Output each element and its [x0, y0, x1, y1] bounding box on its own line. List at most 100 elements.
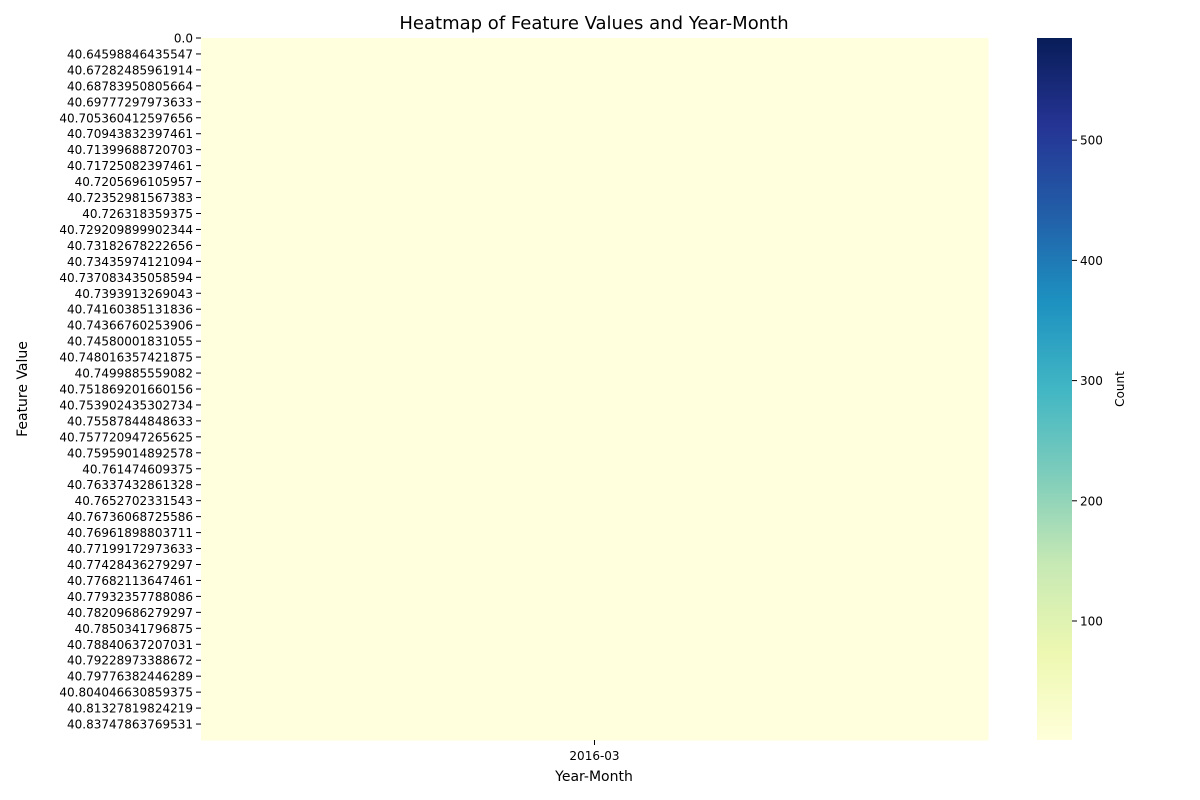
heatmap-cell: [201, 500, 989, 518]
heatmap-cell: [201, 580, 989, 597]
y-tick-label: 40.73182678222656: [67, 239, 193, 253]
x-tick-label: 2016-03: [569, 749, 619, 763]
heatmap-cell: [201, 484, 989, 502]
y-tick-label: 40.77932357788086: [67, 590, 193, 604]
heatmap-cell: [201, 548, 989, 565]
heatmap-cell: [201, 325, 989, 342]
heatmap-cell: [201, 341, 989, 358]
y-tick-label: 40.78840637207031: [67, 638, 193, 652]
y-tick-label: 40.78209686279297: [67, 606, 193, 620]
y-tick-label: 40.64598846435547: [67, 47, 193, 61]
heatmap-cell: [201, 261, 989, 278]
heatmap-cell: [201, 404, 989, 422]
y-tick-label: 40.748016357421875: [59, 351, 193, 365]
y-tick-label: 40.79228973388672: [67, 654, 193, 668]
colorbar-tick-label: 500: [1080, 134, 1103, 148]
heatmap-cell: [201, 38, 989, 55]
heatmap-cell: [201, 628, 989, 645]
y-tick-label: 40.71399688720703: [67, 143, 193, 157]
heatmap-cell: [201, 293, 989, 310]
heatmap-cell: [201, 708, 989, 725]
y-tick-label: 40.7652702331543: [75, 494, 193, 508]
y-tick-label: 40.729209899902344: [59, 223, 193, 237]
heatmap-cell: [201, 468, 989, 486]
y-tick-label: 40.751869201660156: [59, 383, 193, 397]
heatmap-cell: [201, 436, 989, 454]
heatmap-cell: [201, 676, 989, 693]
heatmap-cell: [201, 53, 989, 71]
y-tick-label: 40.77682113647461: [67, 574, 193, 588]
y-tick-label: 40.726318359375: [82, 207, 193, 221]
y-tick-label: 0.0: [174, 32, 193, 46]
heatmap-cell: [201, 181, 989, 199]
y-tick-label: 40.83747863769531: [67, 718, 193, 732]
y-tick-label: 40.79776382446289: [67, 670, 193, 684]
y-tick-label: 40.804046630859375: [59, 686, 193, 700]
heatmap-cells: [201, 38, 989, 741]
y-tick-label: 40.737083435058594: [59, 271, 193, 285]
colorbar: [1037, 38, 1072, 740]
y-tick-label: 40.76961898803711: [67, 526, 193, 540]
y-axis-label: Feature Value: [15, 341, 31, 437]
y-axis-ticks: 0.040.64598846435547 40.67282485961914 40.…: [59, 32, 201, 732]
y-tick-label: 40.73435974121094: [67, 255, 193, 269]
y-tick-label: 40.757720947265625: [59, 430, 193, 444]
y-tick-label: 40.67282485961914: [67, 63, 193, 77]
colorbar-ticks: 100 200 300 400 500: [1072, 134, 1103, 628]
y-tick-label: 40.7850341796875: [75, 622, 193, 636]
heatmap-cell: [201, 309, 989, 326]
y-tick-label: 40.76337432861328: [67, 478, 193, 492]
y-tick-label: 40.705360412597656: [59, 111, 193, 125]
chart-title: Heatmap of Feature Values and Year-Month: [399, 13, 788, 34]
heatmap-cell: [201, 389, 989, 406]
heatmap-cell: [201, 420, 989, 438]
y-tick-label: 40.68783950805664: [67, 79, 193, 93]
y-tick-label: 40.69777297973633: [67, 95, 193, 109]
heatmap-cell: [201, 452, 989, 470]
heatmap-cell: [201, 149, 989, 167]
colorbar-tick-label: 100: [1080, 614, 1103, 628]
heatmap-cell: [201, 133, 989, 151]
y-tick-label: 40.81327819824219: [67, 702, 193, 716]
heatmap-cell: [201, 85, 989, 103]
colorbar-label: Count: [1113, 371, 1127, 407]
heatmap-cell: [201, 660, 989, 677]
colorbar-tick-label: 200: [1080, 494, 1103, 508]
y-tick-label: 40.72352981567383: [67, 191, 193, 205]
y-tick-label: 40.70943832397461: [67, 127, 193, 141]
x-axis-label: Year-Month: [554, 769, 633, 785]
y-tick-label: 40.77428436279297: [67, 558, 193, 572]
heatmap-cell: [201, 516, 989, 534]
heatmap-cell: [201, 564, 989, 581]
y-tick-label: 40.761474609375: [82, 462, 193, 476]
heatmap-cell: [201, 277, 989, 294]
y-tick-label: 40.74160385131836: [67, 303, 193, 317]
y-tick-label: 40.76736068725586: [67, 510, 193, 524]
heatmap-cell: [201, 213, 989, 230]
heatmap-cell: [201, 724, 989, 741]
heatmap-cell: [201, 101, 989, 119]
heatmap-cell: [201, 117, 989, 135]
y-tick-label: 40.7393913269043: [75, 287, 193, 301]
heatmap-cell: [201, 229, 989, 246]
y-tick-label: 40.75959014892578: [67, 446, 193, 460]
heatmap-cell: [201, 357, 989, 374]
y-tick-label: 40.77199172973633: [67, 542, 193, 556]
heatmap-cell: [201, 373, 989, 390]
heatmap-cell: [201, 532, 989, 550]
colorbar-tick-label: 300: [1080, 374, 1103, 388]
heatmap-cell: [201, 245, 989, 262]
y-tick-label: 40.7499885559082: [75, 367, 193, 381]
colorbar-tick-label: 400: [1080, 254, 1103, 268]
heatmap-cell: [201, 644, 989, 661]
heatmap-cell: [201, 197, 989, 214]
y-tick-label: 40.71725082397461: [67, 159, 193, 173]
y-tick-label: 40.7205696105957: [75, 175, 193, 189]
heatmap-cell: [201, 69, 989, 87]
y-tick-label: 40.74580001831055: [67, 335, 193, 349]
heatmap-cell: [201, 692, 989, 709]
y-tick-label: 40.74366760253906: [67, 319, 193, 333]
heatmap-cell: [201, 612, 989, 629]
heatmap-cell: [201, 165, 989, 183]
